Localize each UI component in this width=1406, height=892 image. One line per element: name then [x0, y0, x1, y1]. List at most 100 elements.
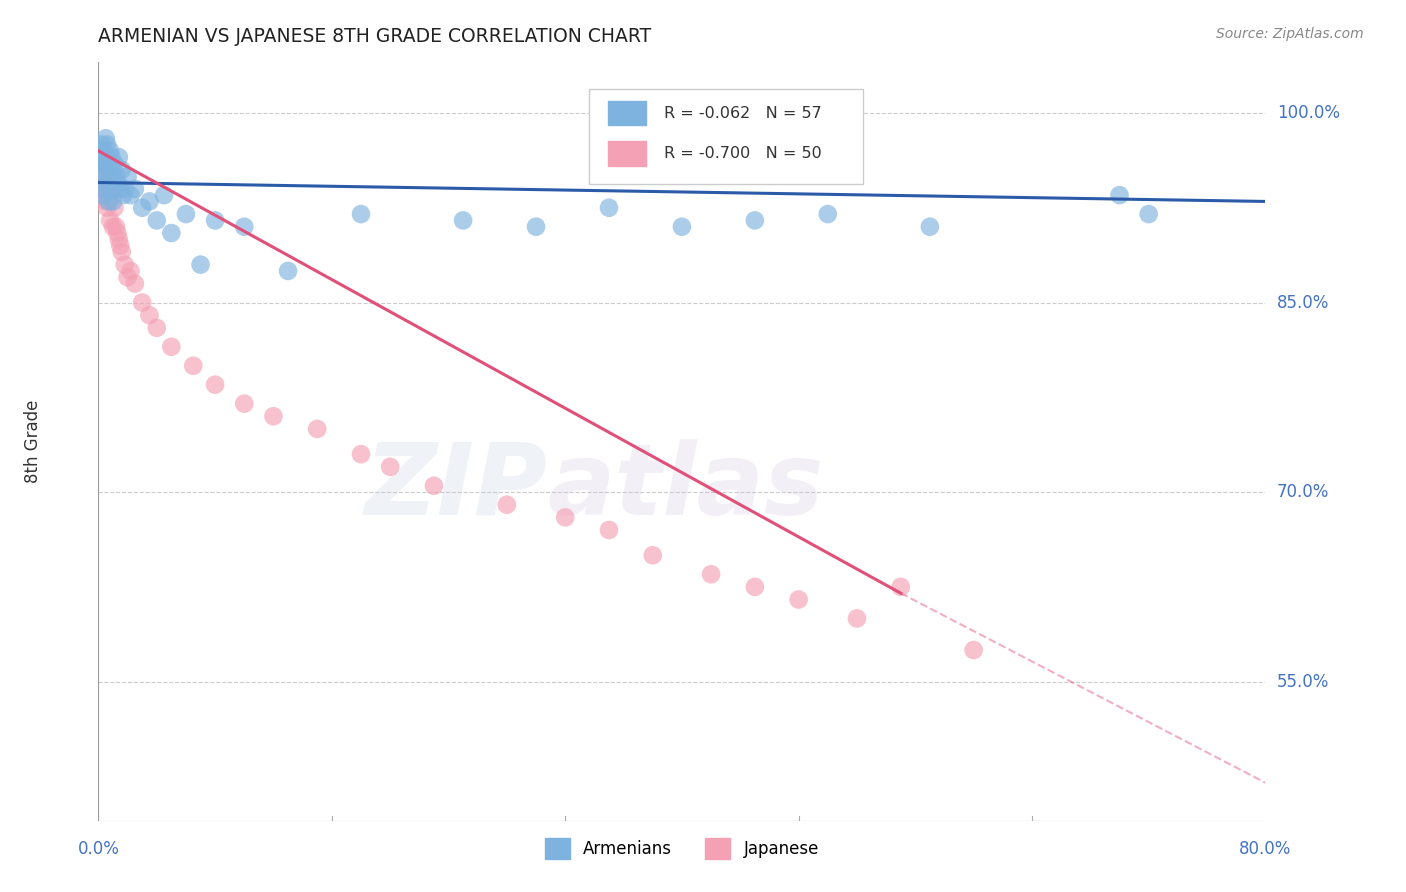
Point — [100, 150, 122, 164]
Point — [1108, 188, 1130, 202]
Point — [120, 188, 142, 202]
Point — [90, 150, 112, 164]
Point — [94, 131, 117, 145]
Point — [524, 219, 547, 234]
Bar — [609, 141, 645, 166]
Point — [700, 567, 723, 582]
Point — [350, 447, 373, 461]
Point — [817, 207, 839, 221]
Point — [1137, 207, 1160, 221]
Point — [101, 194, 124, 209]
Point — [350, 207, 373, 221]
Point — [787, 592, 810, 607]
Point — [307, 422, 329, 436]
Point — [103, 156, 125, 170]
Point — [117, 270, 139, 285]
Point — [97, 194, 120, 209]
Point — [233, 396, 256, 410]
Point — [918, 219, 941, 234]
Point — [598, 523, 620, 537]
Text: R = -0.062   N = 57: R = -0.062 N = 57 — [665, 106, 823, 120]
Point — [90, 182, 112, 196]
Text: Source: ZipAtlas.com: Source: ZipAtlas.com — [1216, 27, 1364, 41]
Point — [89, 162, 111, 177]
Point — [671, 219, 693, 234]
Point — [112, 188, 135, 202]
Point — [114, 258, 136, 272]
Point — [138, 308, 160, 322]
Point — [96, 176, 118, 190]
Point — [94, 162, 117, 177]
Point — [554, 510, 576, 524]
Point — [94, 194, 117, 209]
Point — [101, 162, 124, 177]
Text: 85.0%: 85.0% — [1277, 293, 1330, 311]
Point — [380, 459, 402, 474]
Point — [962, 643, 984, 657]
Point — [160, 226, 183, 240]
Point — [98, 144, 121, 158]
Point — [111, 244, 134, 259]
Bar — [609, 101, 645, 126]
Point — [117, 169, 139, 184]
Point — [110, 182, 132, 196]
Point — [96, 201, 118, 215]
Point — [160, 340, 183, 354]
Point — [93, 156, 115, 170]
Point — [104, 219, 127, 234]
Point — [93, 162, 115, 177]
Text: R = -0.700   N = 50: R = -0.700 N = 50 — [665, 146, 823, 161]
Text: 0.0%: 0.0% — [77, 839, 120, 857]
Legend: Armenians, Japanese: Armenians, Japanese — [538, 831, 825, 865]
FancyBboxPatch shape — [589, 89, 863, 184]
Point — [96, 137, 118, 152]
Point — [744, 213, 766, 227]
Point — [97, 194, 120, 209]
Point — [101, 188, 124, 202]
Point — [96, 176, 118, 190]
Point — [91, 182, 114, 196]
Point — [131, 295, 153, 310]
Point — [97, 169, 120, 184]
Point — [423, 479, 446, 493]
Point — [204, 213, 226, 227]
Point — [846, 611, 869, 625]
Point — [91, 156, 114, 170]
Text: 100.0%: 100.0% — [1277, 104, 1340, 122]
Point — [91, 188, 114, 202]
Text: 70.0%: 70.0% — [1277, 483, 1330, 501]
Text: ARMENIAN VS JAPANESE 8TH GRADE CORRELATION CHART: ARMENIAN VS JAPANESE 8TH GRADE CORRELATI… — [98, 27, 651, 45]
Point — [98, 169, 121, 184]
Point — [114, 182, 136, 196]
Point — [138, 194, 160, 209]
Point — [91, 169, 114, 184]
Text: 80.0%: 80.0% — [1239, 839, 1292, 857]
Point — [97, 156, 120, 170]
Point — [181, 359, 204, 373]
Point — [105, 226, 128, 240]
Point — [124, 182, 146, 196]
Point — [111, 162, 134, 177]
Point — [110, 238, 132, 252]
Text: 8th Grade: 8th Grade — [24, 400, 42, 483]
Point — [90, 169, 112, 184]
Point — [103, 201, 125, 215]
Point — [204, 377, 226, 392]
Point — [89, 150, 111, 164]
Point — [233, 219, 256, 234]
Point — [120, 264, 142, 278]
Point — [890, 580, 912, 594]
Point — [90, 137, 112, 152]
Point — [598, 201, 620, 215]
Point — [93, 182, 115, 196]
Point — [146, 321, 169, 335]
Point — [263, 409, 285, 424]
Point — [108, 232, 131, 246]
Point — [174, 207, 197, 221]
Point — [104, 169, 127, 184]
Point — [190, 258, 212, 272]
Point — [277, 264, 299, 278]
Text: ZIP: ZIP — [364, 439, 548, 535]
Point — [451, 213, 474, 227]
Point — [641, 548, 664, 563]
